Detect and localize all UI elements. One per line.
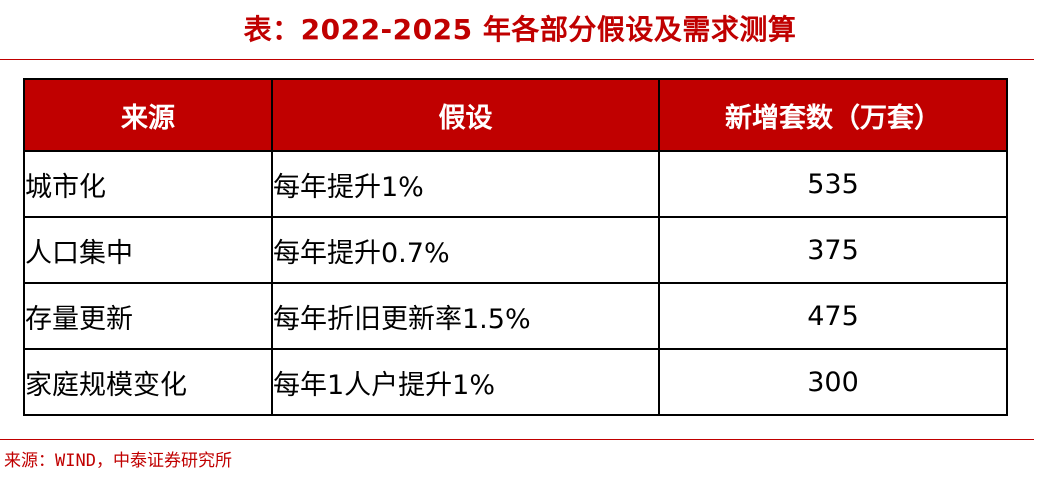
title-divider — [0, 59, 1034, 60]
table-row: 城市化 每年提升1% 535 — [23, 150, 1008, 218]
cell-source: 城市化 — [23, 150, 273, 218]
cell-assumption: 每年1人户提升1% — [271, 348, 660, 416]
cell-new-units: 475 — [658, 282, 1008, 350]
cell-new-units: 535 — [658, 150, 1008, 218]
cell-assumption: 每年提升0.7% — [271, 216, 660, 284]
page-title: 表：2022-2025 年各部分假设及需求测算 — [243, 13, 797, 46]
cell-new-units: 300 — [658, 348, 1008, 416]
cell-assumption: 每年折旧更新率1.5% — [271, 282, 660, 350]
cell-new-units: 375 — [658, 216, 1008, 284]
cell-source: 家庭规模变化 — [23, 348, 273, 416]
column-header-assumption: 假设 — [271, 78, 660, 152]
cell-assumption: 每年提升1% — [271, 150, 660, 218]
column-header-new-units: 新增套数（万套） — [658, 78, 1008, 152]
table-row: 存量更新 每年折旧更新率1.5% 475 — [23, 282, 1008, 350]
cell-source: 人口集中 — [23, 216, 273, 284]
table-row: 人口集中 每年提升0.7% 375 — [23, 216, 1008, 284]
table-row: 家庭规模变化 每年1人户提升1% 300 — [23, 348, 1008, 416]
cell-source: 存量更新 — [23, 282, 273, 350]
assumption-table: 来源 假设 新增套数（万套） 城市化 每年提升1% 535 人口集中 每年提升0… — [23, 78, 1008, 416]
column-header-source: 来源 — [23, 78, 273, 152]
footer-divider — [0, 439, 1034, 440]
table-header-row: 来源 假设 新增套数（万套） — [23, 78, 1008, 152]
source-note: 来源：WIND，中泰证券研究所 — [4, 451, 232, 471]
